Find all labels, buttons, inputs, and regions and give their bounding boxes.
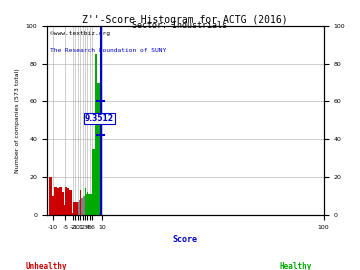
Text: ©www.textbiz.org: ©www.textbiz.org: [50, 31, 110, 36]
Bar: [83, 196, 84, 215]
Bar: [97, 83, 100, 215]
Bar: [64, 205, 67, 215]
Text: Healthy: Healthy: [279, 262, 311, 270]
Text: Sector: Industrials: Sector: Industrials: [132, 21, 228, 30]
Bar: [85, 188, 86, 215]
Bar: [80, 190, 81, 215]
Bar: [93, 149, 95, 215]
Bar: [81, 198, 82, 215]
Y-axis label: Number of companies (573 total): Number of companies (573 total): [15, 68, 20, 173]
Bar: [52, 196, 54, 215]
Bar: [87, 192, 88, 215]
Bar: [78, 202, 79, 215]
Text: The Research Foundation of SUNY: The Research Foundation of SUNY: [50, 49, 166, 53]
Bar: [92, 198, 93, 215]
Bar: [72, 213, 73, 215]
Bar: [100, 207, 102, 215]
Bar: [68, 188, 69, 215]
Bar: [79, 200, 80, 215]
Title: Z''-Score Histogram for ACTG (2016): Z''-Score Histogram for ACTG (2016): [82, 15, 288, 25]
Bar: [67, 188, 68, 215]
Bar: [76, 202, 77, 215]
Bar: [75, 202, 76, 215]
Bar: [82, 196, 83, 215]
Bar: [54, 187, 57, 215]
Bar: [66, 187, 67, 215]
Bar: [95, 54, 97, 215]
Bar: [89, 194, 90, 215]
Bar: [84, 196, 85, 215]
Bar: [59, 187, 62, 215]
Bar: [74, 202, 75, 215]
Bar: [90, 194, 91, 215]
Bar: [49, 177, 52, 215]
Bar: [57, 188, 59, 215]
Bar: [91, 194, 92, 215]
X-axis label: Score: Score: [173, 235, 198, 244]
Bar: [69, 190, 70, 215]
Bar: [88, 194, 89, 215]
Bar: [77, 202, 78, 215]
Bar: [62, 192, 64, 215]
Bar: [86, 194, 87, 215]
Bar: [73, 202, 74, 215]
Text: Unhealthy: Unhealthy: [26, 262, 68, 270]
Bar: [70, 190, 72, 215]
Text: 9.3512: 9.3512: [85, 114, 114, 123]
